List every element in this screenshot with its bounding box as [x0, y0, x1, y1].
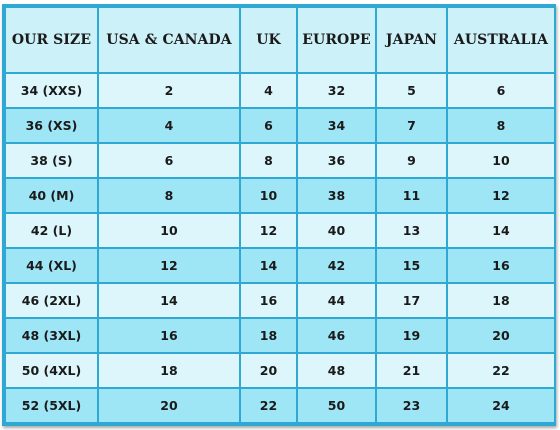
- cell-japan: 11: [375, 177, 448, 214]
- cell-europe: 44: [296, 282, 377, 319]
- cell-uk: 4: [239, 72, 298, 109]
- cell-australia: 12: [446, 177, 556, 214]
- cell-japan: 9: [375, 142, 448, 179]
- header-japan: JAPAN: [375, 6, 448, 74]
- cell-our-size: 46 (2XL): [4, 282, 99, 319]
- cell-uk: 22: [239, 387, 298, 424]
- cell-usa-canada: 14: [97, 282, 241, 319]
- table-row: 42 (L) 10 12 40 13 14: [4, 212, 556, 249]
- table-row: 52 (5XL) 20 22 50 23 24: [4, 387, 556, 424]
- cell-australia: 8: [446, 107, 556, 144]
- cell-australia: 16: [446, 247, 556, 284]
- cell-australia: 10: [446, 142, 556, 179]
- header-usa-canada: USA & CANADA: [97, 6, 241, 74]
- cell-uk: 10: [239, 177, 298, 214]
- cell-usa-canada: 8: [97, 177, 241, 214]
- header-our-size: OUR SIZE: [4, 6, 99, 74]
- cell-europe: 36: [296, 142, 377, 179]
- cell-europe: 38: [296, 177, 377, 214]
- cell-usa-canada: 10: [97, 212, 241, 249]
- cell-europe: 34: [296, 107, 377, 144]
- cell-uk: 6: [239, 107, 298, 144]
- cell-usa-canada: 12: [97, 247, 241, 284]
- cell-japan: 17: [375, 282, 448, 319]
- cell-our-size: 50 (4XL): [4, 352, 99, 389]
- cell-europe: 42: [296, 247, 377, 284]
- cell-japan: 5: [375, 72, 448, 109]
- cell-australia: 14: [446, 212, 556, 249]
- cell-our-size: 36 (XS): [4, 107, 99, 144]
- cell-our-size: 42 (L): [4, 212, 99, 249]
- cell-our-size: 40 (M): [4, 177, 99, 214]
- cell-europe: 40: [296, 212, 377, 249]
- table-row: 34 (XXS) 2 4 32 5 6: [4, 72, 556, 109]
- cell-uk: 18: [239, 317, 298, 354]
- cell-our-size: 38 (S): [4, 142, 99, 179]
- cell-uk: 12: [239, 212, 298, 249]
- cell-japan: 21: [375, 352, 448, 389]
- cell-australia: 24: [446, 387, 556, 424]
- cell-usa-canada: 4: [97, 107, 241, 144]
- cell-our-size: 48 (3XL): [4, 317, 99, 354]
- cell-usa-canada: 2: [97, 72, 241, 109]
- cell-australia: 20: [446, 317, 556, 354]
- cell-japan: 15: [375, 247, 448, 284]
- size-chart-frame: OUR SIZE USA & CANADA UK EUROPE JAPAN AU…: [2, 4, 556, 426]
- table-row: 46 (2XL) 14 16 44 17 18: [4, 282, 556, 319]
- cell-japan: 19: [375, 317, 448, 354]
- header-uk: UK: [239, 6, 298, 74]
- cell-australia: 18: [446, 282, 556, 319]
- cell-usa-canada: 20: [97, 387, 241, 424]
- cell-australia: 6: [446, 72, 556, 109]
- table-row: 40 (M) 8 10 38 11 12: [4, 177, 556, 214]
- cell-uk: 20: [239, 352, 298, 389]
- cell-europe: 48: [296, 352, 377, 389]
- cell-australia: 22: [446, 352, 556, 389]
- table-row: 44 (XL) 12 14 42 15 16: [4, 247, 556, 284]
- cell-europe: 46: [296, 317, 377, 354]
- table-row: 50 (4XL) 18 20 48 21 22: [4, 352, 556, 389]
- cell-our-size: 44 (XL): [4, 247, 99, 284]
- cell-europe: 50: [296, 387, 377, 424]
- cell-our-size: 52 (5XL): [4, 387, 99, 424]
- cell-usa-canada: 16: [97, 317, 241, 354]
- table-row: 38 (S) 6 8 36 9 10: [4, 142, 556, 179]
- cell-our-size: 34 (XXS): [4, 72, 99, 109]
- cell-usa-canada: 18: [97, 352, 241, 389]
- cell-uk: 14: [239, 247, 298, 284]
- size-chart-table: OUR SIZE USA & CANADA UK EUROPE JAPAN AU…: [4, 6, 556, 424]
- table-row: 48 (3XL) 16 18 46 19 20: [4, 317, 556, 354]
- cell-europe: 32: [296, 72, 377, 109]
- cell-uk: 16: [239, 282, 298, 319]
- cell-japan: 23: [375, 387, 448, 424]
- cell-usa-canada: 6: [97, 142, 241, 179]
- header-row: OUR SIZE USA & CANADA UK EUROPE JAPAN AU…: [4, 6, 556, 74]
- cell-uk: 8: [239, 142, 298, 179]
- header-europe: EUROPE: [296, 6, 377, 74]
- cell-japan: 13: [375, 212, 448, 249]
- cell-japan: 7: [375, 107, 448, 144]
- header-australia: AUSTRALIA: [446, 6, 556, 74]
- table-row: 36 (XS) 4 6 34 7 8: [4, 107, 556, 144]
